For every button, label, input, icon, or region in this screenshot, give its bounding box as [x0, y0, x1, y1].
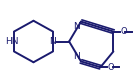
Text: N: N	[73, 22, 80, 31]
Text: HN: HN	[5, 37, 19, 46]
Text: N: N	[73, 52, 80, 61]
Text: O: O	[121, 27, 128, 36]
Text: O: O	[108, 63, 115, 72]
Text: N: N	[50, 37, 56, 46]
